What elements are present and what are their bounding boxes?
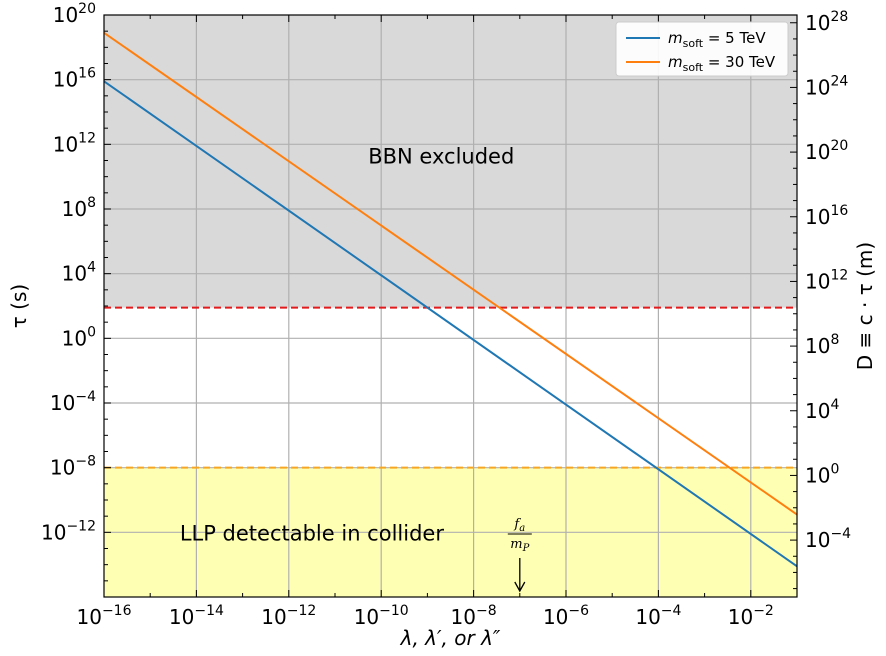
x-axis-label: λ, λ′, or λ″ [400, 626, 501, 650]
axis-labels: λ, λ′, or λ″ τ (s) D ≡ c · τ (m) [7, 242, 877, 650]
y2-tick-label: 1020 [805, 138, 848, 164]
x-tick-label: 10−8 [451, 603, 497, 629]
y-tick-label: 104 [62, 260, 96, 286]
y2-tick-label: 100 [805, 461, 839, 487]
shaded-regions [104, 15, 797, 597]
y-tick-label: 1016 [53, 66, 96, 92]
y-tick-label: 100 [62, 324, 96, 350]
y2-tick-label: 1028 [805, 9, 848, 35]
y-tick-label: 1020 [53, 1, 96, 27]
annotation-0: BBN excluded [368, 145, 514, 169]
axis-ticks: 10−16 10−14 10−12 10−10 10−8 10−6 10−4 10−2 10−1… [41, 1, 851, 629]
marker-denominator: mP [510, 537, 529, 554]
y-tick-label: 10−4 [50, 389, 96, 415]
x-tick-label: 10−14 [169, 603, 224, 629]
annotations: BBN excluded LLP detectable in collider fa… [180, 145, 532, 593]
legend-entry-1: msoft = 30 TeV [668, 53, 776, 74]
annotation-1: LLP detectable in collider [180, 521, 445, 545]
threshold-lines [104, 306, 797, 469]
y2-tick-label: 1024 [805, 73, 848, 99]
marker-numerator: fa [513, 517, 525, 534]
x-tick-label: 10−4 [635, 603, 681, 629]
legend: msoft = 5 TeV msoft = 30 TeV [615, 21, 789, 77]
y-axis-label-left: τ (s) [7, 284, 31, 328]
y-tick-label: 10−8 [50, 454, 96, 480]
y-tick-label: 1012 [53, 130, 96, 156]
y-axis-label-right: D ≡ c · τ (m) [853, 242, 877, 370]
x-tick-label: 10−2 [728, 603, 774, 629]
x-tick-label: 10−16 [77, 603, 132, 629]
x-tick-label: 10−12 [261, 603, 316, 629]
y2-tick-label: 108 [805, 332, 839, 358]
x-tick-label: 10−10 [354, 603, 409, 629]
legend-entry-0: msoft = 5 TeV [668, 29, 766, 50]
y2-tick-label: 1012 [805, 267, 848, 293]
y2-tick-label: 1016 [805, 203, 848, 229]
series-line-1 [103, 31, 798, 516]
y2-tick-label: 104 [805, 397, 839, 423]
series-line-0 [103, 80, 798, 568]
series-lines [103, 31, 798, 568]
y2-tick-label: 10−4 [805, 526, 851, 552]
y-tick-label: 108 [62, 195, 96, 221]
x-tick-label: 10−6 [543, 603, 589, 629]
y-tick-label: 10−12 [41, 518, 96, 544]
marker-arrow-head [514, 581, 526, 593]
